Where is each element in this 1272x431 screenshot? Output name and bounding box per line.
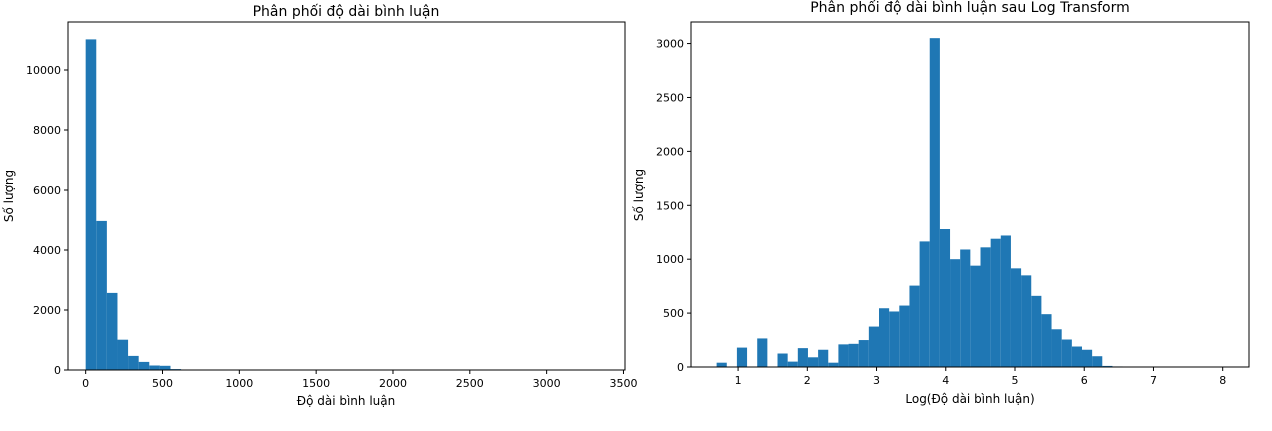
x-tick-label: 3500	[609, 377, 637, 390]
histogram-bar	[868, 326, 879, 367]
chart-1-title: Phân phối độ dài bình luận	[253, 3, 440, 20]
y-tick-label: 1500	[656, 199, 684, 212]
y-tick-label: 8000	[33, 124, 61, 137]
y-tick-label: 0	[677, 361, 684, 374]
histogram-bar	[950, 259, 961, 367]
y-tick-label: 2000	[656, 145, 684, 158]
y-tick-label: 1000	[656, 253, 684, 266]
x-tick-label: 0	[82, 377, 89, 390]
histogram-bar	[929, 38, 940, 368]
histogram-bar	[138, 361, 150, 370]
chart-1-x-label: Độ dài bình luận	[297, 394, 395, 408]
histogram-bar	[1010, 268, 1022, 367]
x-tick-label: 1	[735, 374, 742, 387]
histogram-bar	[159, 365, 171, 370]
histogram-bar	[879, 308, 890, 367]
chart-1-bars	[85, 39, 616, 371]
histogram-bar	[838, 344, 849, 367]
x-tick-label: 5	[1012, 374, 1019, 387]
histogram-bar	[85, 39, 97, 371]
histogram-bar	[1081, 349, 1093, 367]
x-tick-label: 3000	[533, 377, 561, 390]
histogram-bar	[960, 249, 971, 367]
y-tick-label: 6000	[33, 184, 61, 197]
y-tick-label: 500	[663, 307, 684, 320]
histogram-bar	[1051, 329, 1062, 367]
histogram-bar	[716, 362, 727, 367]
histogram-bar	[128, 355, 139, 370]
histogram-bar	[1102, 365, 1113, 367]
histogram-bar	[787, 361, 798, 367]
histogram-bar	[807, 357, 819, 367]
histogram-bar	[909, 285, 920, 367]
y-tick-label: 2000	[33, 304, 61, 317]
x-tick-label: 8	[1219, 374, 1226, 387]
chart-1: Phân phối độ dài bình luận 0 500 1000 1500 2…	[2, 3, 637, 408]
histogram-bar	[848, 343, 859, 367]
histogram-bar	[990, 238, 1001, 367]
chart-2-y-label: Số lượng	[632, 169, 646, 221]
chart-2-bars	[716, 38, 1225, 368]
histogram-bar	[828, 362, 839, 367]
histogram-bar	[980, 247, 991, 367]
histogram-bar	[797, 348, 808, 367]
histogram-bar	[899, 305, 910, 367]
x-tick-label: 6	[1081, 374, 1088, 387]
y-tick-label: 4000	[33, 244, 61, 257]
chart-2-y-ticks: 0 500 1000 1500 2000 2500 3000	[656, 38, 691, 374]
histogram-bar	[1071, 346, 1082, 367]
chart-1-y-ticks: 0 2000 4000 6000 8000 10000	[26, 64, 68, 377]
histogram-bar	[1000, 235, 1011, 367]
chart-2-title: Phân phối độ dài bình luận sau Log Trans…	[810, 0, 1130, 16]
histogram-bar	[939, 229, 951, 367]
x-tick-label: 1000	[225, 377, 253, 390]
y-tick-label: 2500	[656, 91, 684, 104]
histogram-bar	[106, 292, 118, 370]
x-tick-label: 2	[804, 374, 811, 387]
x-tick-label: 7	[1150, 374, 1157, 387]
histogram-bar	[970, 265, 981, 367]
chart-2-plot-frame	[690, 21, 1250, 368]
histogram-bar	[818, 349, 829, 367]
y-tick-label: 3000	[656, 38, 684, 51]
histogram-bar	[1061, 339, 1072, 367]
histogram-bar	[96, 220, 107, 370]
histogram-bar	[858, 340, 869, 367]
histogram-bar	[149, 365, 160, 370]
histogram-bar	[919, 241, 930, 367]
histogram-bar	[736, 347, 748, 367]
x-tick-label: 500	[152, 377, 173, 390]
histogram-bar	[777, 353, 788, 367]
histogram-bar	[1041, 314, 1052, 367]
histogram-bar	[117, 339, 129, 370]
histogram-bar	[889, 311, 900, 367]
y-tick-label: 0	[54, 364, 61, 377]
histogram-bar	[1092, 356, 1103, 367]
x-tick-label: 1500	[302, 377, 330, 390]
chart-1-y-label: Số lượng	[2, 170, 16, 222]
chart-2-x-label: Log(Độ dài bình luận)	[905, 392, 1034, 406]
x-tick-label: 4	[942, 374, 949, 387]
chart-1-plot-frame	[67, 21, 626, 371]
x-tick-label: 2000	[379, 377, 407, 390]
chart-2-x-ticks: 1 2 3 4 5 6 7 8	[735, 367, 1226, 387]
chart-2: Phân phối độ dài bình luận sau Log Trans…	[632, 0, 1250, 406]
chart-1-x-ticks: 0 500 1000 1500 2000 2500 3000 3500	[82, 370, 637, 390]
y-tick-label: 10000	[26, 64, 61, 77]
x-tick-label: 2500	[456, 377, 484, 390]
histogram-bar	[757, 338, 768, 367]
x-tick-label: 3	[873, 374, 880, 387]
histogram-bar	[1021, 275, 1032, 367]
histogram-bar	[1031, 295, 1042, 367]
